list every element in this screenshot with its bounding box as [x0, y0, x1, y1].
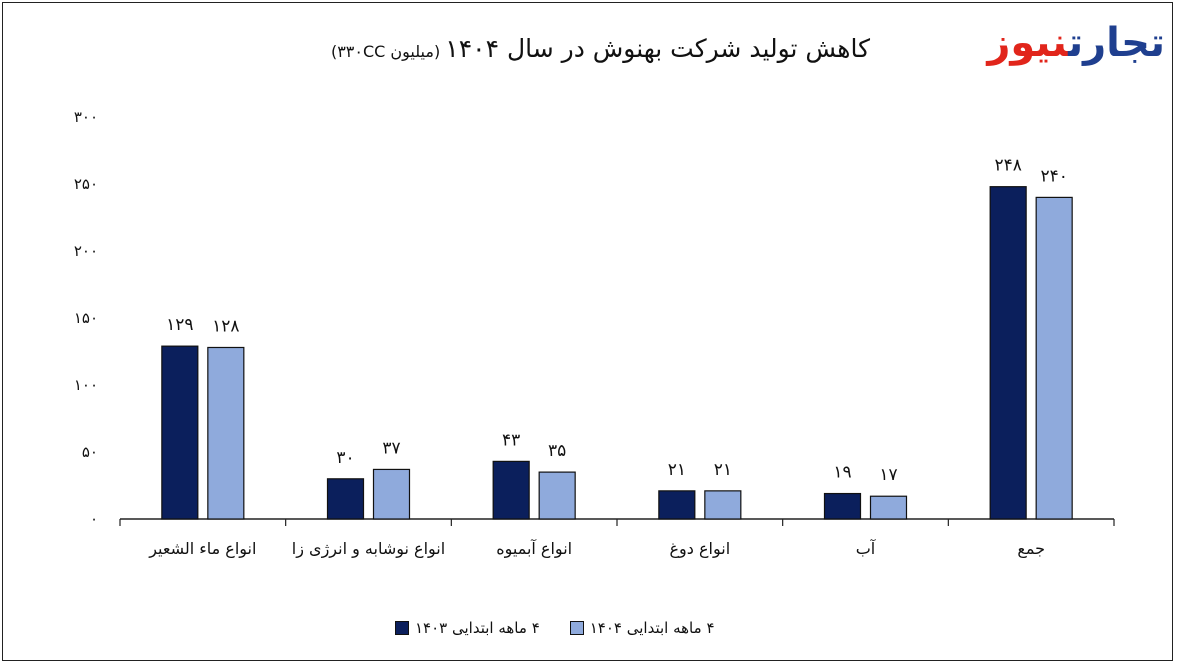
- data-label: ۳۵: [548, 441, 566, 461]
- bar: [538, 471, 576, 520]
- bar: [372, 468, 411, 520]
- logo-part-2: نیوز: [987, 20, 1069, 66]
- data-label: ۴۳: [502, 430, 520, 450]
- data-label: ۳۷: [382, 438, 400, 458]
- legend-item-1403: ۴ ماهه ابتدایی ۱۴۰۳: [395, 619, 540, 637]
- bar: [492, 460, 530, 520]
- category-label: انواع نوشابه و انرژی زا: [292, 539, 445, 559]
- data-label: ۳۰: [336, 448, 354, 468]
- data-label: ۱۷: [879, 465, 897, 485]
- bar: [823, 492, 862, 520]
- data-label: ۱۲۹: [166, 315, 193, 335]
- bar: [704, 490, 742, 520]
- legend-swatch-1403: [395, 621, 409, 635]
- bar: [207, 346, 245, 520]
- data-label: ۲۱: [714, 460, 732, 480]
- data-label: ۲۴۸: [994, 156, 1021, 176]
- brand-logo: تجارتنیوز: [975, 12, 1165, 74]
- chart-title-main: کاهش تولید شرکت بهنوش در سال ۱۴۰۴: [445, 34, 870, 63]
- category-label: انواع دوغ: [670, 539, 731, 559]
- chart-subtitle: (میلیون ۳۳۰CC): [330, 42, 441, 61]
- logo-part-1: تجارت: [1068, 20, 1165, 66]
- bar: [869, 495, 908, 520]
- y-tick-label: ۵۰: [82, 443, 98, 461]
- bar: [1035, 196, 1073, 520]
- y-tick-label: ۲۵۰: [74, 175, 98, 193]
- data-label: ۲۱: [668, 460, 686, 480]
- bar: [326, 478, 365, 520]
- y-tick-label: ۱۰۰: [74, 376, 98, 394]
- legend: ۴ ماهه ابتدایی ۱۴۰۳ ۴ ماهه ابتدایی ۱۴۰۴: [395, 616, 795, 640]
- y-tick-label: ۱۵۰: [74, 309, 98, 327]
- category-label: آب: [856, 539, 877, 558]
- y-tick-label: ۰: [90, 510, 98, 528]
- legend-label-1403: ۴ ماهه ابتدایی ۱۴۰۳: [415, 619, 540, 637]
- legend-swatch-1404: [569, 621, 584, 635]
- category-label: انواع ماء الشعیر: [148, 539, 256, 559]
- bar: [161, 345, 199, 520]
- data-label: ۲۴۰: [1040, 166, 1067, 186]
- y-tick-label: ۲۰۰: [74, 242, 98, 260]
- category-label: جمع: [1017, 539, 1045, 559]
- y-tick-label: ۳۰۰: [74, 108, 98, 126]
- category-label: انواع آبمیوه: [496, 539, 572, 559]
- data-label: ۱۲۸: [212, 316, 239, 336]
- chart-title: کاهش تولید شرکت بهنوش در سال ۱۴۰۴ (میلیو…: [230, 34, 870, 70]
- bar: [658, 490, 696, 520]
- data-label: ۱۹: [833, 463, 851, 483]
- bar: [989, 186, 1027, 520]
- legend-item-1404: ۴ ماهه ابتدایی ۱۴۰۴: [569, 619, 715, 637]
- legend-label-1404: ۴ ماهه ابتدایی ۱۴۰۴: [589, 619, 715, 637]
